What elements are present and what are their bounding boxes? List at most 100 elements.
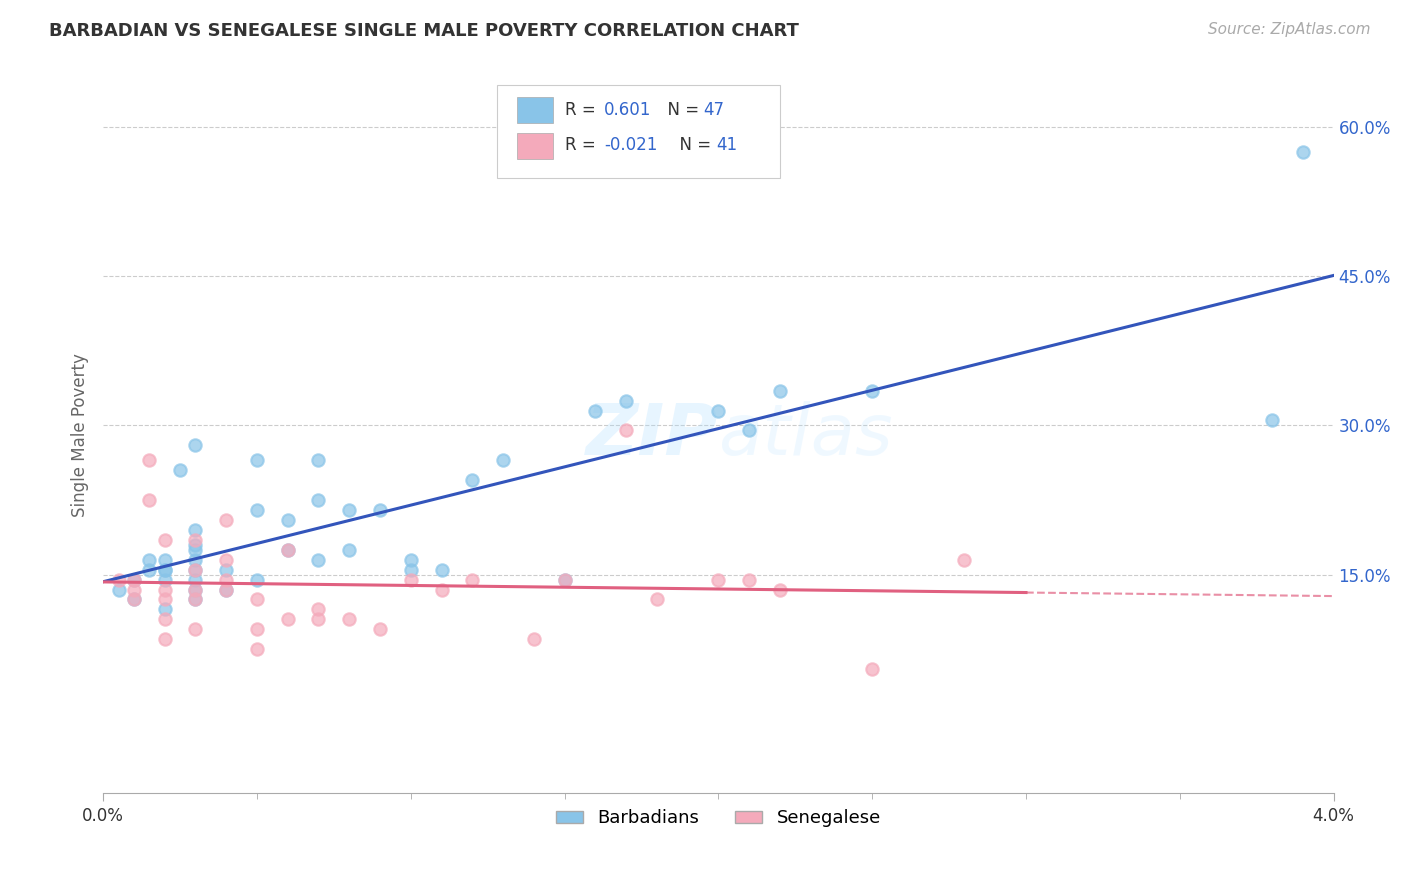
Point	[169, 463, 191, 477]
Point	[153, 612, 176, 626]
Point	[107, 582, 129, 597]
Point	[122, 592, 145, 607]
Point	[860, 662, 883, 676]
Point	[246, 622, 269, 636]
Text: Source: ZipAtlas.com: Source: ZipAtlas.com	[1208, 22, 1371, 37]
Text: 0.601: 0.601	[605, 101, 651, 119]
Point	[308, 493, 330, 508]
Point	[107, 573, 129, 587]
Point	[246, 592, 269, 607]
Point	[122, 582, 145, 597]
Point	[277, 612, 299, 626]
Point	[215, 563, 238, 577]
FancyBboxPatch shape	[496, 85, 780, 178]
Point	[184, 438, 207, 452]
Point	[184, 582, 207, 597]
Point	[308, 552, 330, 566]
Legend: Barbadians, Senegalese: Barbadians, Senegalese	[548, 802, 889, 834]
Point	[769, 582, 792, 597]
Point	[368, 622, 391, 636]
Point	[138, 453, 160, 467]
Point	[138, 493, 160, 508]
Point	[399, 563, 422, 577]
Point	[337, 542, 360, 557]
Point	[399, 573, 422, 587]
FancyBboxPatch shape	[516, 133, 554, 159]
Point	[246, 453, 269, 467]
Text: -0.021: -0.021	[605, 136, 658, 154]
Point	[184, 563, 207, 577]
Text: N =: N =	[657, 101, 704, 119]
Point	[184, 582, 207, 597]
Point	[277, 542, 299, 557]
Point	[860, 384, 883, 398]
Point	[953, 552, 976, 566]
Point	[153, 582, 176, 597]
Point	[523, 632, 546, 647]
Point	[738, 573, 761, 587]
Point	[246, 573, 269, 587]
Point	[153, 573, 176, 587]
Point	[215, 582, 238, 597]
Point	[122, 573, 145, 587]
Point	[1261, 413, 1284, 427]
Point	[368, 503, 391, 517]
Point	[337, 612, 360, 626]
Point	[308, 612, 330, 626]
Point	[461, 573, 484, 587]
FancyBboxPatch shape	[516, 96, 554, 123]
Point	[153, 533, 176, 547]
Point	[430, 563, 453, 577]
Point	[277, 542, 299, 557]
Point	[184, 592, 207, 607]
Point	[184, 523, 207, 537]
Point	[122, 573, 145, 587]
Point	[153, 592, 176, 607]
Point	[215, 552, 238, 566]
Point	[246, 642, 269, 657]
Point	[138, 563, 160, 577]
Point	[769, 384, 792, 398]
Point	[184, 563, 207, 577]
Point	[583, 403, 606, 417]
Text: ZIP: ZIP	[586, 401, 718, 470]
Text: 47: 47	[703, 101, 724, 119]
Y-axis label: Single Male Poverty: Single Male Poverty	[72, 353, 89, 517]
Point	[337, 503, 360, 517]
Point	[554, 573, 576, 587]
Point	[645, 592, 668, 607]
Point	[707, 573, 730, 587]
Text: BARBADIAN VS SENEGALESE SINGLE MALE POVERTY CORRELATION CHART: BARBADIAN VS SENEGALESE SINGLE MALE POVE…	[49, 22, 799, 40]
Point	[215, 513, 238, 527]
Point	[153, 552, 176, 566]
Point	[138, 552, 160, 566]
Point	[153, 563, 176, 577]
Point	[153, 602, 176, 616]
Point	[461, 473, 484, 487]
Point	[614, 424, 637, 438]
Point	[1292, 145, 1315, 159]
Point	[277, 513, 299, 527]
Text: R =: R =	[565, 136, 600, 154]
Point	[184, 542, 207, 557]
Point	[492, 453, 515, 467]
Point	[554, 573, 576, 587]
Point	[246, 503, 269, 517]
Point	[215, 573, 238, 587]
Point	[707, 403, 730, 417]
Point	[308, 602, 330, 616]
Point	[153, 632, 176, 647]
Point	[184, 622, 207, 636]
Point	[738, 424, 761, 438]
Point	[184, 533, 207, 547]
Point	[184, 592, 207, 607]
Text: R =: R =	[565, 101, 600, 119]
Point	[308, 453, 330, 467]
Point	[184, 573, 207, 587]
Point	[399, 552, 422, 566]
Point	[184, 538, 207, 552]
Point	[184, 552, 207, 566]
Text: N =: N =	[669, 136, 717, 154]
Text: 41: 41	[716, 136, 737, 154]
Point	[430, 582, 453, 597]
